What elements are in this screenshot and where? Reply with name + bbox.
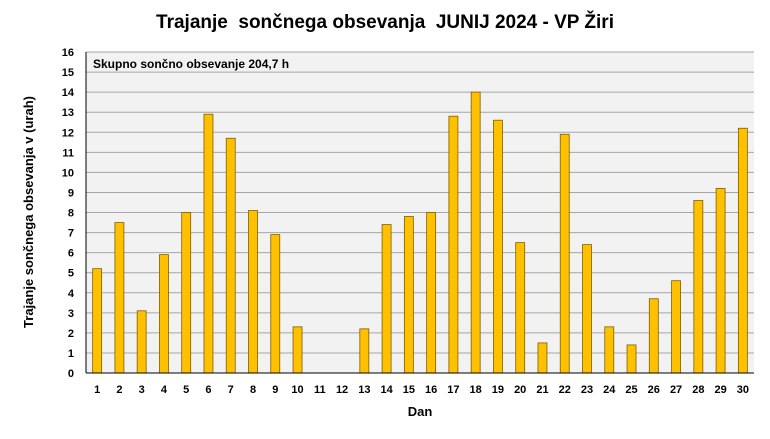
x-tick-label: 19 xyxy=(492,384,504,396)
y-tick-label: 2 xyxy=(68,328,74,340)
bar-day-25 xyxy=(626,344,637,374)
x-tick-label: 2 xyxy=(116,384,122,396)
x-tick-label: 24 xyxy=(603,384,616,396)
x-tick-label: 17 xyxy=(447,384,459,396)
x-tick-label: 4 xyxy=(161,384,168,396)
x-axis-title: Dan xyxy=(408,404,433,419)
y-tick-label: 4 xyxy=(68,288,75,300)
bar-day-5 xyxy=(181,212,192,374)
bar-day-23 xyxy=(582,244,592,374)
x-tick-label: 18 xyxy=(470,384,482,396)
y-tick-label: 8 xyxy=(68,208,74,220)
y-tick-label: 16 xyxy=(62,47,74,59)
bar-day-7 xyxy=(225,137,236,374)
y-tick-label: 7 xyxy=(68,228,74,240)
bar-day-18 xyxy=(470,91,481,374)
y-axis-title: Trajanje sončnega obsevanja v (urah) xyxy=(21,96,36,328)
x-tick-label: 27 xyxy=(670,384,682,396)
x-tick-label: 15 xyxy=(403,384,415,396)
x-tick-label: 16 xyxy=(425,384,437,396)
y-tick-label: 5 xyxy=(68,268,74,280)
y-tick-label: 10 xyxy=(62,167,74,179)
bars xyxy=(92,91,748,374)
bar-day-6 xyxy=(203,113,214,374)
bar-day-26 xyxy=(648,298,659,374)
y-tick-label: 9 xyxy=(68,187,74,199)
bar-day-13 xyxy=(359,328,370,374)
bar-day-4 xyxy=(159,254,169,374)
x-tick-label: 11 xyxy=(314,384,326,396)
y-tick-label: 1 xyxy=(68,348,74,360)
x-tick-labels: 1 2 3 4 5 6 7 8 9 10 11 12 13 14 15 16 17 18 19 20 21 22 23 24 2… xyxy=(94,384,749,396)
bar-day-17 xyxy=(448,115,459,374)
x-tick-label: 25 xyxy=(625,384,637,396)
bar-day-27 xyxy=(671,280,681,374)
x-tick-label: 20 xyxy=(514,384,526,396)
x-tick-label: 1 xyxy=(94,384,100,396)
bar-day-9 xyxy=(270,234,281,374)
x-tick-label: 23 xyxy=(581,384,593,396)
bar-day-20 xyxy=(515,242,526,374)
bar-day-28 xyxy=(693,200,704,374)
annotation-total: Skupno sončno obsevanje 204,7 h xyxy=(93,57,289,71)
bar-day-29 xyxy=(715,188,726,374)
chart-title: Trajanje sončnega obsevanja JUNIJ 2024 -… xyxy=(156,12,614,33)
bar-day-16 xyxy=(426,212,437,374)
x-tick-label: 6 xyxy=(205,384,211,396)
x-tick-label: 28 xyxy=(692,384,704,396)
bar-day-8 xyxy=(248,210,258,374)
x-tick-label: 10 xyxy=(291,384,303,396)
y-tick-label: 3 xyxy=(68,308,74,320)
x-tick-label: 13 xyxy=(358,384,370,396)
y-tick-label: 15 xyxy=(62,67,74,79)
bar-day-21 xyxy=(537,342,548,374)
bar-day-14 xyxy=(381,224,392,374)
x-tick-label: 7 xyxy=(228,384,234,396)
bar-day-3 xyxy=(136,310,147,374)
bar-day-2 xyxy=(114,222,125,374)
y-tick-label: 0 xyxy=(68,368,74,380)
x-tick-label: 9 xyxy=(272,384,278,396)
y-tick-label: 12 xyxy=(62,127,74,139)
bar-day-19 xyxy=(493,119,503,374)
x-tick-label: 22 xyxy=(559,384,571,396)
x-tick-label: 8 xyxy=(250,384,256,396)
x-tick-label: 12 xyxy=(336,384,348,396)
x-tick-label: 3 xyxy=(139,384,145,396)
bar-day-22 xyxy=(559,133,570,374)
y-tick-label: 13 xyxy=(62,107,74,119)
bar-day-10 xyxy=(292,326,303,374)
bar-day-24 xyxy=(604,326,615,374)
y-tick-label: 14 xyxy=(62,87,75,99)
bar-day-15 xyxy=(403,216,414,374)
y-tick-label: 6 xyxy=(68,248,74,260)
x-tick-label: 26 xyxy=(648,384,660,396)
x-tick-label: 5 xyxy=(183,384,189,396)
x-tick-label: 29 xyxy=(714,384,726,396)
bar-day-1 xyxy=(92,268,103,374)
y-tick-label: 11 xyxy=(62,147,74,159)
x-tick-label: 21 xyxy=(536,384,548,396)
x-tick-label: 30 xyxy=(737,384,749,396)
bar-day-30 xyxy=(737,127,748,374)
x-tick-label: 14 xyxy=(380,384,393,396)
gridlines xyxy=(86,51,754,374)
